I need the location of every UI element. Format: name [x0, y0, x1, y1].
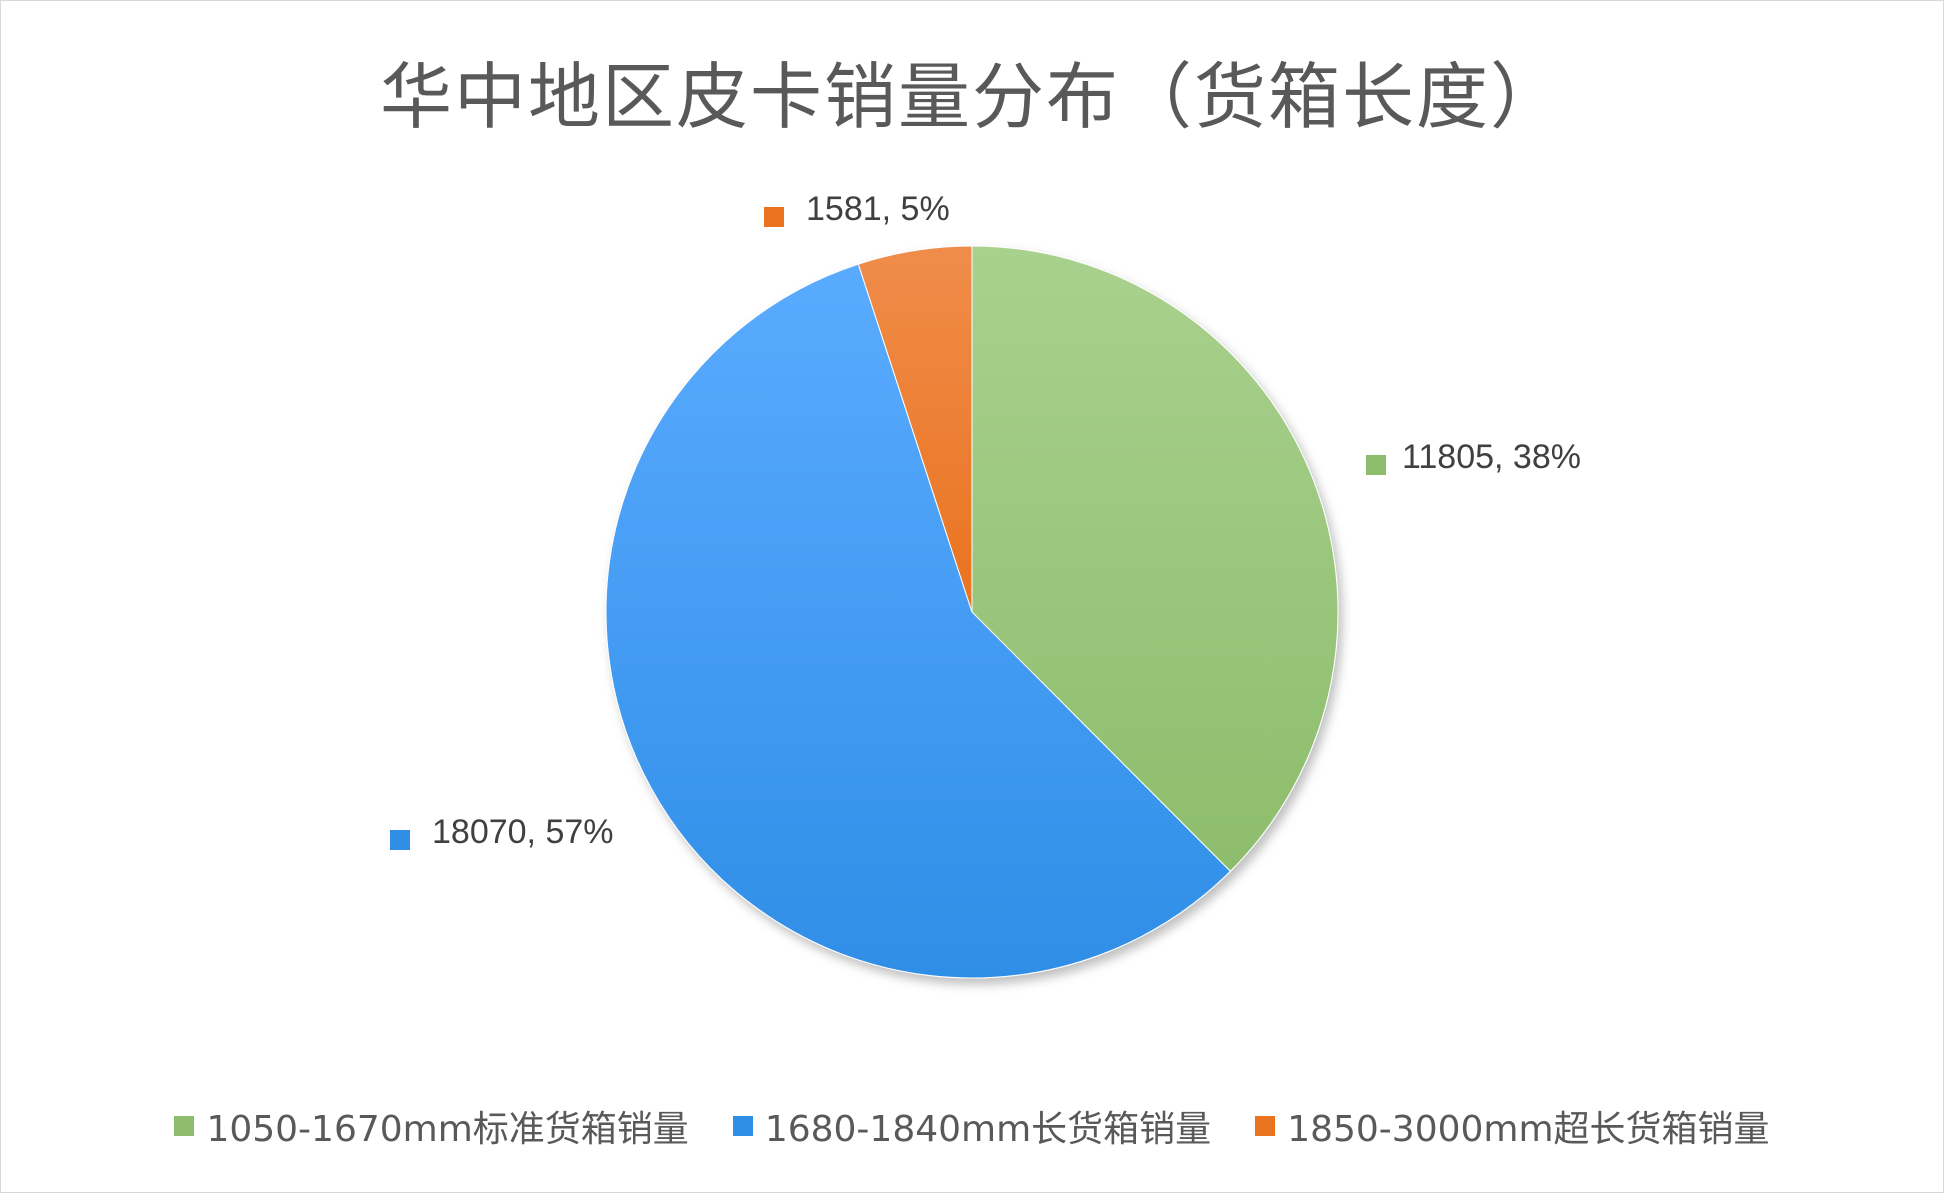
pie-slice [971, 245, 1339, 872]
legend-label: 1850-3000mm超长货箱销量 [1287, 1109, 1770, 1150]
legend-item: 1680-1840mm长货箱销量 [732, 1100, 1212, 1152]
data-label-marker [764, 207, 784, 227]
pie-slices [605, 245, 1339, 979]
data-label-marker [390, 830, 410, 850]
pie-slice [857, 245, 973, 613]
legend-swatch [1255, 1116, 1276, 1136]
data-label: 11805, 38% [1402, 438, 1581, 476]
data-label-marker [1366, 455, 1386, 475]
data-label: 1581, 5% [806, 190, 950, 228]
legend-swatch [174, 1116, 195, 1136]
legend-item: 1050-1670mm标准货箱销量 [174, 1100, 689, 1152]
pie-slice [605, 263, 1232, 979]
data-labels: 11805, 38% 18070, 57% 1581, 5% [390, 190, 1581, 851]
data-label: 18070, 57% [432, 813, 614, 851]
legend-swatch [732, 1116, 753, 1136]
chart-title: 华中地区皮卡销量分布（货箱长度） [379, 55, 1564, 139]
legend-item: 1850-3000mm超长货箱销量 [1255, 1100, 1770, 1152]
legend: 1050-1670mm标准货箱销量 1680-1840mm长货箱销量 1850-30… [0, 1100, 1944, 1152]
legend-label: 1050-1670mm标准货箱销量 [206, 1109, 689, 1150]
legend-label: 1680-1840mm长货箱销量 [764, 1109, 1212, 1150]
